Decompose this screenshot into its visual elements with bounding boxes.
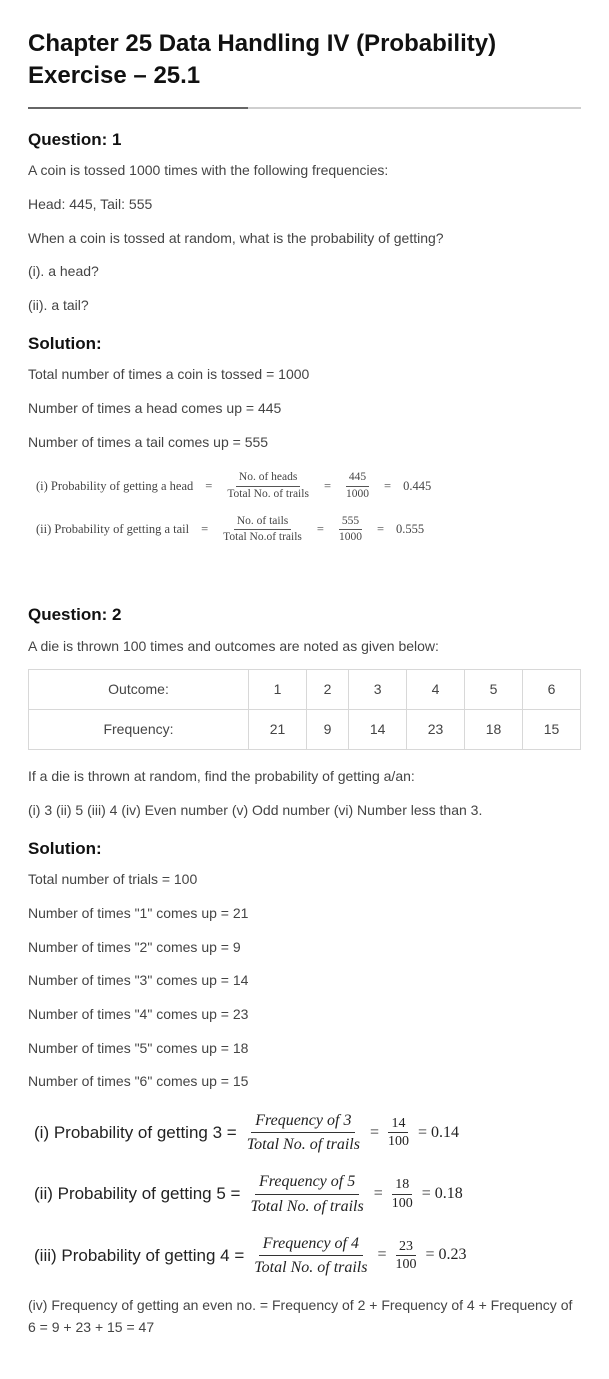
q2-math-iii-result: = 0.23 bbox=[426, 1243, 467, 1267]
table-cell: 2 bbox=[306, 670, 348, 710]
table-cell-label: Outcome: bbox=[29, 670, 249, 710]
title-underline bbox=[28, 107, 581, 109]
table-cell: 1 bbox=[249, 670, 307, 710]
equals-sign: = bbox=[370, 1121, 379, 1145]
q1-math-ii-label: (ii) Probability of getting a tail bbox=[36, 520, 189, 539]
q2-math-line-i: (i) Probability of getting 3 = Frequency… bbox=[34, 1111, 581, 1154]
q2-math-ii-frac1: Frequency of 5 Total No. of trails bbox=[246, 1172, 367, 1215]
q2-sol-4: Number of times "3" comes up = 14 bbox=[28, 970, 581, 992]
spacer bbox=[28, 558, 581, 584]
equals-sign: = bbox=[373, 520, 388, 539]
q2-math-ii-result: = 0.18 bbox=[422, 1182, 463, 1206]
table-cell-label: Frequency: bbox=[29, 710, 249, 750]
q1-math-i-result: 0.445 bbox=[403, 477, 431, 496]
q1-sol-3: Number of times a tail comes up = 555 bbox=[28, 432, 581, 454]
table-cell: 5 bbox=[465, 670, 523, 710]
question-2-heading: Question: 2 bbox=[28, 602, 581, 628]
q2-text-1: A die is thrown 100 times and outcomes a… bbox=[28, 636, 581, 658]
frac-denominator: 100 bbox=[389, 1195, 416, 1211]
q2-math-i-result: = 0.14 bbox=[418, 1121, 459, 1145]
q2-math-ii-label: (ii) Probability of getting 5 = bbox=[34, 1181, 240, 1207]
frac-denominator: Total No. of trails bbox=[246, 1195, 367, 1216]
frac-numerator: 18 bbox=[392, 1177, 412, 1194]
frac-numerator: Frequency of 3 bbox=[251, 1111, 355, 1133]
q2-math-i-frac1: Frequency of 3 Total No. of trails bbox=[243, 1111, 364, 1154]
q2-sol-1: Total number of trials = 100 bbox=[28, 869, 581, 891]
table-cell: 4 bbox=[407, 670, 465, 710]
frac-numerator: 555 bbox=[339, 515, 362, 530]
equals-sign: = bbox=[380, 477, 395, 496]
q1-math-i-label: (i) Probability of getting a head bbox=[36, 477, 193, 496]
q2-math-line-iii: (iii) Probability of getting 4 = Frequen… bbox=[34, 1234, 581, 1277]
frac-denominator: 1000 bbox=[343, 487, 372, 501]
q1-text-2: Head: 445, Tail: 555 bbox=[28, 194, 581, 216]
table-cell: 3 bbox=[349, 670, 407, 710]
equals-sign: = bbox=[377, 1243, 386, 1267]
frac-numerator: No. of tails bbox=[234, 515, 291, 530]
equals-sign: = bbox=[201, 477, 216, 496]
equals-sign: = bbox=[320, 477, 335, 496]
q2-math-block: (i) Probability of getting 3 = Frequency… bbox=[34, 1111, 581, 1277]
equals-sign: = bbox=[197, 520, 212, 539]
q2-solution-heading: Solution: bbox=[28, 836, 581, 862]
frac-numerator: 23 bbox=[396, 1239, 416, 1256]
chapter-title: Chapter 25 Data Handling IV (Probability… bbox=[28, 28, 581, 93]
q2-sol-3: Number of times "2" comes up = 9 bbox=[28, 937, 581, 959]
q2-math-iii-frac1: Frequency of 4 Total No. of trails bbox=[250, 1234, 371, 1277]
question-1-heading: Question: 1 bbox=[28, 127, 581, 153]
q1-text-3: When a coin is tossed at random, what is… bbox=[28, 228, 581, 250]
q1-text-1: A coin is tossed 1000 times with the fol… bbox=[28, 160, 581, 182]
table-cell: 21 bbox=[249, 710, 307, 750]
q1-option-i: (i). a head? bbox=[28, 261, 581, 283]
q2-sol-6: Number of times "5" comes up = 18 bbox=[28, 1038, 581, 1060]
q2-sol-2: Number of times "1" comes up = 21 bbox=[28, 903, 581, 925]
q1-math-block: (i) Probability of getting a head = No. … bbox=[36, 471, 581, 544]
q2-math-iii-label: (iii) Probability of getting 4 = bbox=[34, 1243, 244, 1269]
frac-denominator: Total No. of trails bbox=[250, 1256, 371, 1277]
q2-math-ii-frac2: 18 100 bbox=[389, 1177, 416, 1211]
q1-solution-heading: Solution: bbox=[28, 331, 581, 357]
frac-numerator: Frequency of 4 bbox=[259, 1234, 363, 1256]
q2-sol-7: Number of times "6" comes up = 15 bbox=[28, 1071, 581, 1093]
q2-math-iii-frac2: 23 100 bbox=[393, 1239, 420, 1273]
equals-sign: = bbox=[313, 520, 328, 539]
frac-denominator: Total No. of trails bbox=[243, 1133, 364, 1154]
frac-denominator: Total No.of trails bbox=[220, 530, 305, 544]
q2-math-i-frac2: 14 100 bbox=[385, 1116, 412, 1150]
q2-text-3: (i) 3 (ii) 5 (iii) 4 (iv) Even number (v… bbox=[28, 800, 581, 822]
q1-math-line-ii: (ii) Probability of getting a tail = No.… bbox=[36, 515, 581, 544]
table-row: Frequency: 21 9 14 23 18 15 bbox=[29, 710, 581, 750]
frac-denominator: 100 bbox=[393, 1256, 420, 1272]
table-cell: 23 bbox=[407, 710, 465, 750]
q1-option-ii: (ii). a tail? bbox=[28, 295, 581, 317]
q2-outcome-table: Outcome: 1 2 3 4 5 6 Frequency: 21 9 14 … bbox=[28, 669, 581, 750]
frac-denominator: 100 bbox=[385, 1133, 412, 1149]
frac-denominator: Total No. of trails bbox=[224, 487, 312, 501]
q2-sol-5: Number of times "4" comes up = 23 bbox=[28, 1004, 581, 1026]
q1-math-ii-frac2: 555 1000 bbox=[336, 515, 365, 544]
q1-sol-2: Number of times a head comes up = 445 bbox=[28, 398, 581, 420]
frac-numerator: 14 bbox=[388, 1116, 408, 1133]
table-cell: 18 bbox=[465, 710, 523, 750]
q2-math-line-ii: (ii) Probability of getting 5 = Frequenc… bbox=[34, 1172, 581, 1215]
frac-numerator: 445 bbox=[346, 471, 369, 486]
table-cell: 6 bbox=[522, 670, 580, 710]
equals-sign: = bbox=[374, 1182, 383, 1206]
table-row: Outcome: 1 2 3 4 5 6 bbox=[29, 670, 581, 710]
q1-math-line-i: (i) Probability of getting a head = No. … bbox=[36, 471, 581, 500]
q1-sol-1: Total number of times a coin is tossed =… bbox=[28, 364, 581, 386]
q2-sol-iv: (iv) Frequency of getting an even no. = … bbox=[28, 1295, 581, 1338]
frac-numerator: Frequency of 5 bbox=[255, 1172, 359, 1194]
q1-math-i-frac1: No. of heads Total No. of trails bbox=[224, 471, 312, 500]
table-cell: 9 bbox=[306, 710, 348, 750]
frac-numerator: No. of heads bbox=[236, 471, 300, 486]
q1-math-i-frac2: 445 1000 bbox=[343, 471, 372, 500]
frac-denominator: 1000 bbox=[336, 530, 365, 544]
q1-math-ii-frac1: No. of tails Total No.of trails bbox=[220, 515, 305, 544]
q1-math-ii-result: 0.555 bbox=[396, 520, 424, 539]
table-cell: 15 bbox=[522, 710, 580, 750]
q2-text-2: If a die is thrown at random, find the p… bbox=[28, 766, 581, 788]
table-cell: 14 bbox=[349, 710, 407, 750]
q2-math-i-label: (i) Probability of getting 3 = bbox=[34, 1120, 237, 1146]
